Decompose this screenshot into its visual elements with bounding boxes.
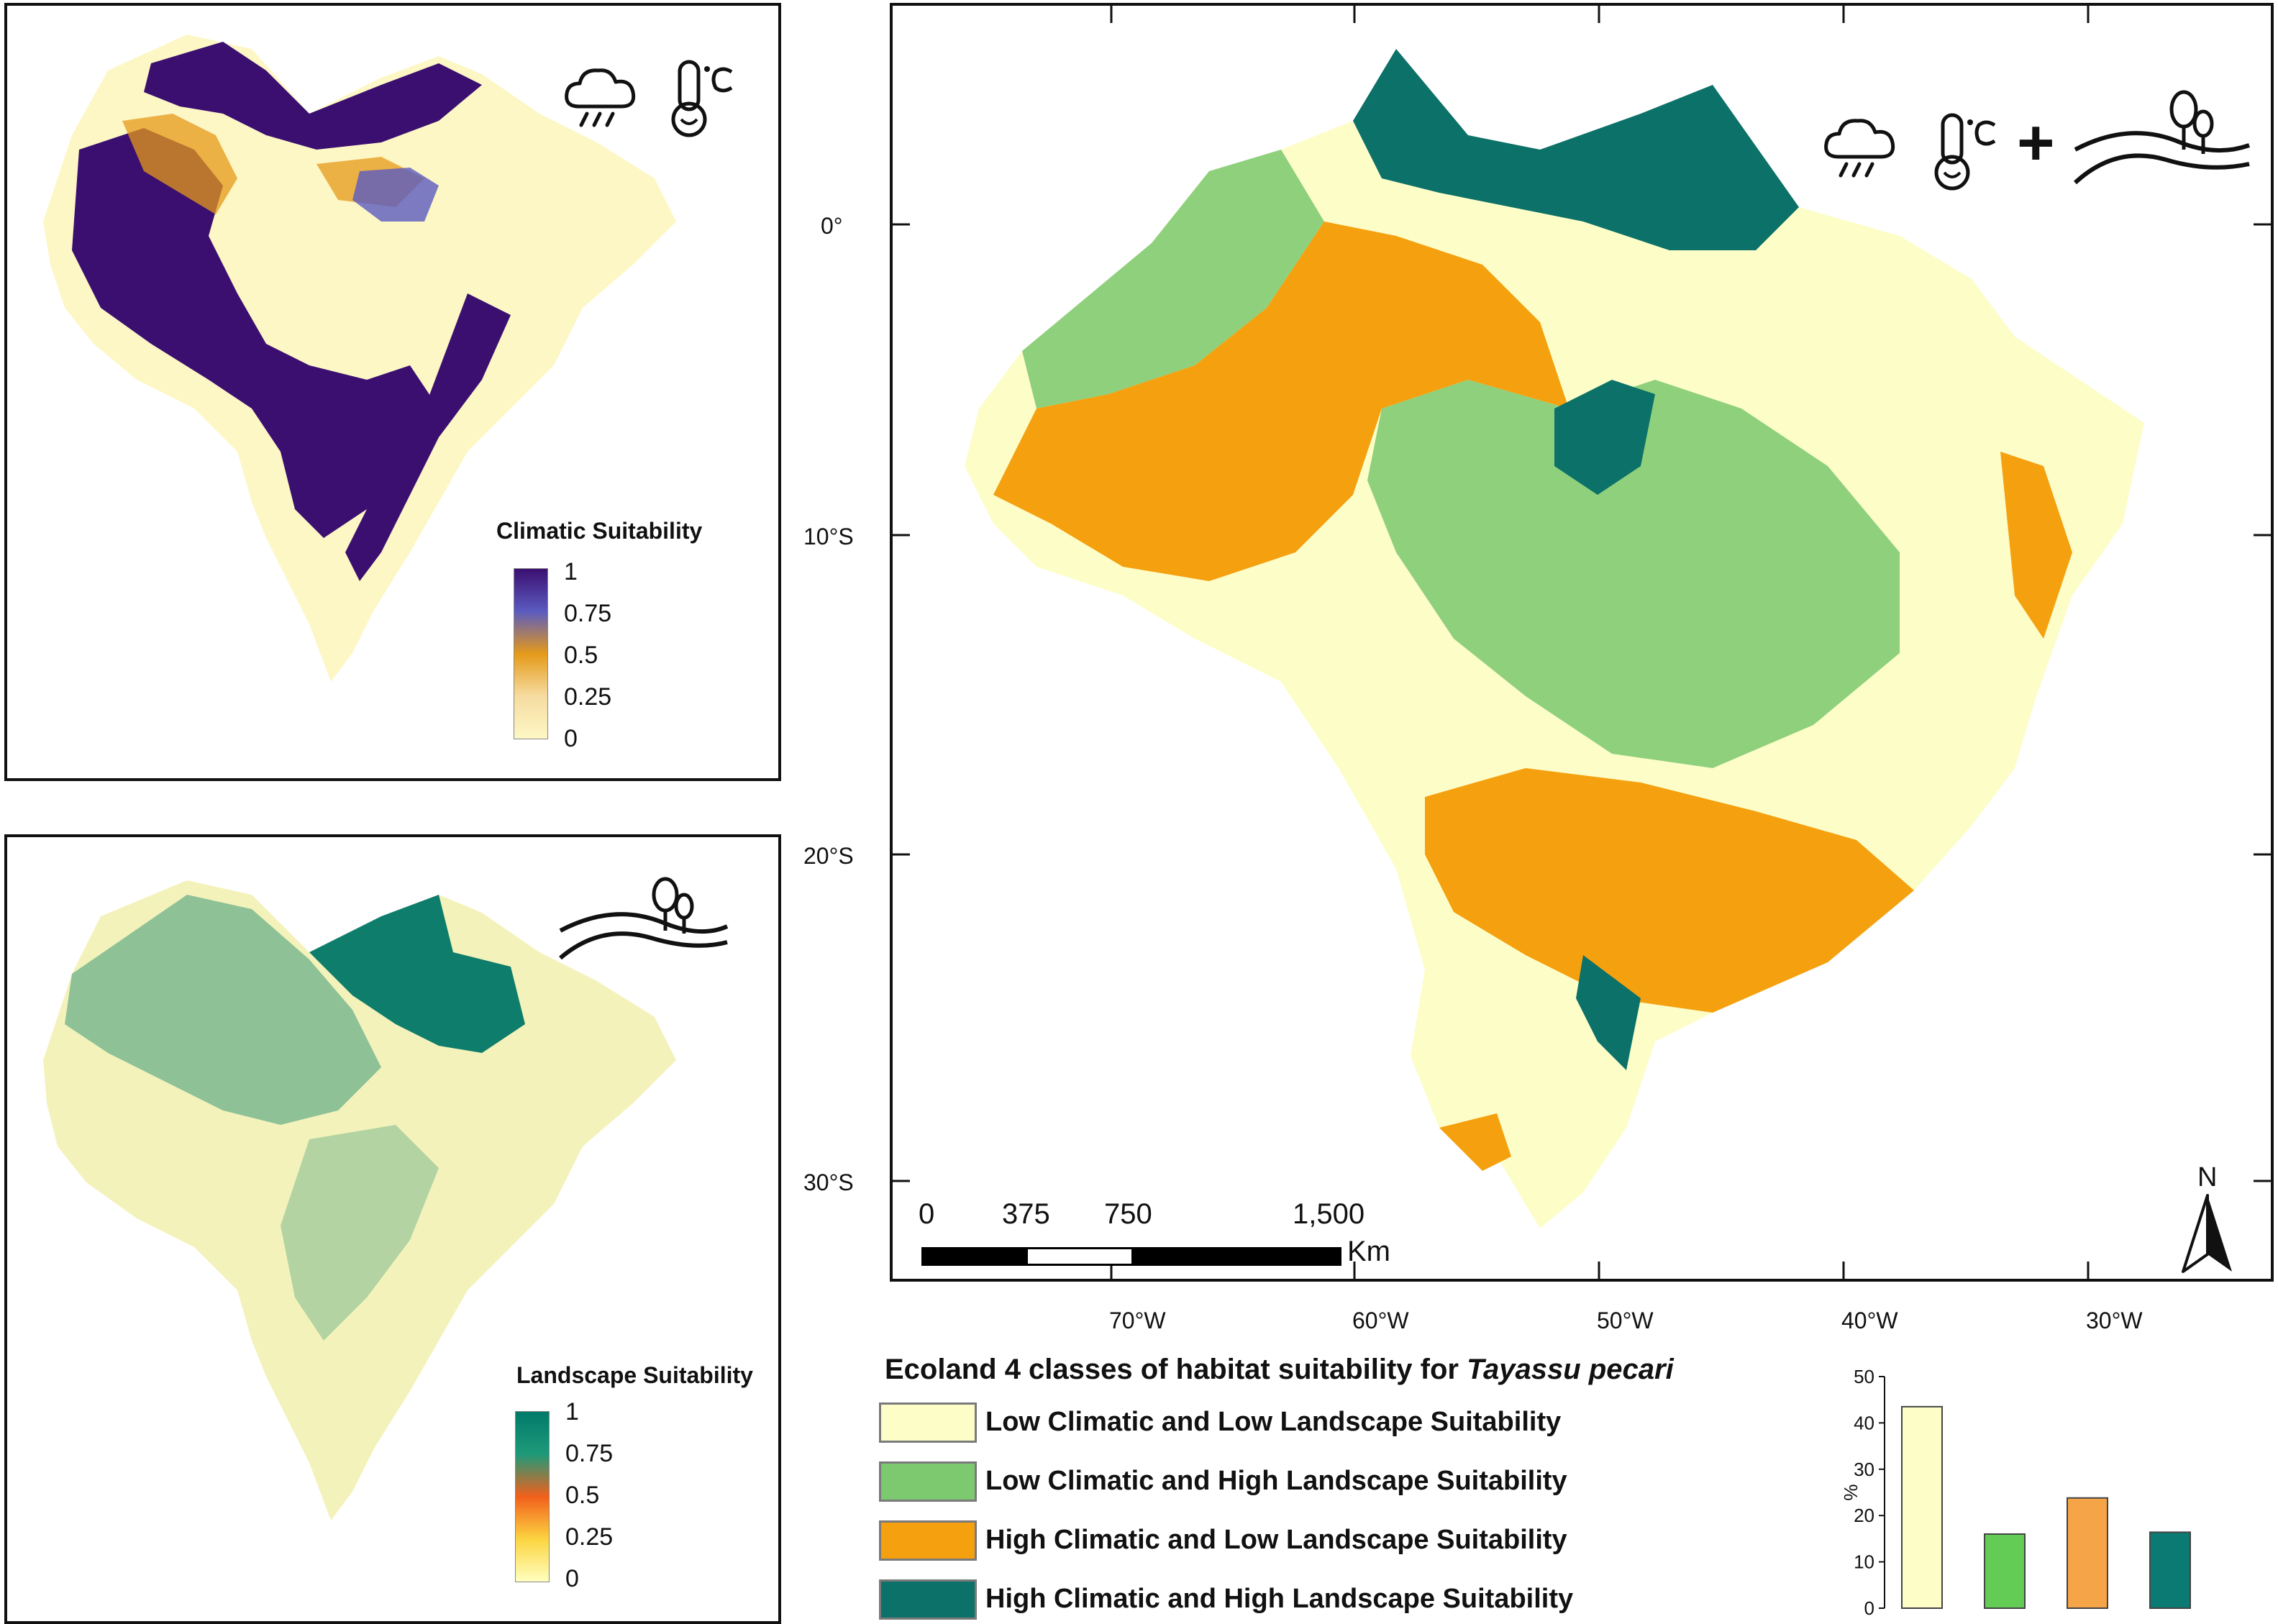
bar-0 <box>1901 1405 1943 1610</box>
scale-label-0: 0 <box>919 1198 935 1230</box>
lat-label-10s: 10°S <box>803 524 854 549</box>
thermometer-celsius-icon <box>671 60 733 137</box>
ecoland-legend-title-prefix: Ecoland 4 classes of habitat suitability… <box>885 1354 1467 1385</box>
landscape-mid-south <box>281 1125 439 1341</box>
thermometer-celsius-icon <box>1934 113 1996 191</box>
climatic-color-ramp <box>514 568 548 739</box>
lon-label-40w: 40°W <box>1841 1308 1898 1333</box>
landscape-suitability-panel: Landscape Suitability 1 0.75 0.5 0.25 0 <box>4 834 781 1624</box>
scale-label-1500: 1,500 <box>1293 1198 1365 1230</box>
ecoland-map-panel: 0° 10°S 20°S 30°S + 0 375 750 1,500 Km N <box>803 3 2274 1282</box>
scale-unit: Km <box>1347 1236 1390 1267</box>
climatic-suitability-panel: Climatic Suitability 1 0.75 0.5 0.25 0 <box>4 3 781 781</box>
hills-trees-icon <box>559 877 729 960</box>
north-arrow-icon <box>2182 1194 2232 1273</box>
rain-cloud-icon <box>565 68 636 127</box>
landscape-tick-075: 0.75 <box>565 1440 614 1467</box>
y-axis-label: % <box>1841 1484 1862 1500</box>
y-tick-label-20: 20 <box>1854 1505 1874 1526</box>
climatic-blue-band <box>352 168 439 222</box>
climatic-tick-1: 1 <box>564 558 578 585</box>
ecoland-legend-title: Ecoland 4 classes of habitat suitability… <box>885 1354 1674 1386</box>
landscape-tick-025: 0.25 <box>565 1523 614 1551</box>
hills-trees-icon <box>2073 90 2250 185</box>
class-percentage-bar-chart: 0 10 20 30 40 50% <box>1841 1366 2191 1618</box>
landscape-tick-1: 1 <box>565 1398 579 1425</box>
y-tick-label-30: 30 <box>1854 1459 1874 1480</box>
bar-2 <box>2067 1497 2108 1609</box>
species-name: Tayassu pecari <box>1467 1354 1674 1385</box>
ecoland-low-high-region <box>1022 150 1900 768</box>
class-label-low-low: Low Climatic and Low Landscape Suitabili… <box>985 1407 1562 1437</box>
ecoland-map <box>965 49 2144 1228</box>
climatic-high-north <box>144 42 482 150</box>
ecoland-high-low-region <box>993 222 2072 1013</box>
climatic-tick-075: 0.75 <box>564 600 612 627</box>
ecoland-high-high-region <box>1353 49 1799 1070</box>
class-swatch-high-low <box>879 1520 977 1561</box>
north-label: N <box>2197 1162 2218 1192</box>
class-label-high-high: High Climatic and High Landscape Suitabi… <box>985 1584 1574 1614</box>
y-tick-label-40: 40 <box>1854 1412 1874 1433</box>
climatic-tick-0: 0 <box>564 725 578 752</box>
landscape-legend-title: Landscape Suitability <box>516 1362 753 1388</box>
ecoland-map-ticks <box>893 6 2271 1279</box>
landscape-tick-05: 0.5 <box>565 1482 600 1509</box>
y-tick-label-10: 10 <box>1854 1551 1874 1573</box>
plus-sign: + <box>2017 107 2055 179</box>
bar-3 <box>2149 1531 2191 1609</box>
climatic-high-west <box>72 128 439 538</box>
climatic-suitability-map <box>43 35 676 682</box>
lat-label-20s: 20°S <box>803 843 854 869</box>
landscape-tick-0: 0 <box>565 1565 579 1592</box>
lon-label-50w: 50°W <box>1597 1308 1654 1333</box>
climatic-mid-band <box>122 114 424 214</box>
climatic-high-east <box>345 293 511 581</box>
landscape-color-ramp <box>515 1411 550 1582</box>
class-swatch-high-high <box>879 1579 977 1620</box>
lat-label-0: 0° <box>821 213 843 239</box>
scale-label-750: 750 <box>1104 1198 1152 1230</box>
climatic-tick-025: 0.25 <box>564 683 612 711</box>
class-label-low-high: Low Climatic and High Landscape Suitabil… <box>985 1466 1567 1496</box>
bar-1 <box>1984 1533 2026 1610</box>
class-swatch-low-high <box>879 1461 977 1502</box>
y-tick-label-50: 50 <box>1854 1366 1874 1387</box>
landscape-suitability-map <box>43 880 676 1520</box>
lon-label-30w: 30°W <box>2086 1308 2143 1333</box>
scale-label-375: 375 <box>1002 1198 1050 1230</box>
class-swatch-low-low <box>879 1402 977 1443</box>
landscape-mid-west <box>65 895 381 1125</box>
climatic-legend-title: Climatic Suitability <box>496 518 703 544</box>
scale-bar <box>921 1247 1341 1266</box>
climatic-tick-05: 0.5 <box>564 642 598 669</box>
class-label-high-low: High Climatic and Low Landscape Suitabil… <box>985 1525 1567 1555</box>
rain-cloud-icon <box>1824 119 1895 178</box>
lon-label-60w: 60°W <box>1352 1308 1409 1333</box>
landscape-high-north <box>309 895 525 1053</box>
lat-label-30s: 30°S <box>803 1169 854 1195</box>
y-tick-label-0: 0 <box>1864 1597 1874 1618</box>
ecoland-south-orange <box>1439 1113 1511 1171</box>
lon-label-70w: 70°W <box>1109 1308 1166 1333</box>
